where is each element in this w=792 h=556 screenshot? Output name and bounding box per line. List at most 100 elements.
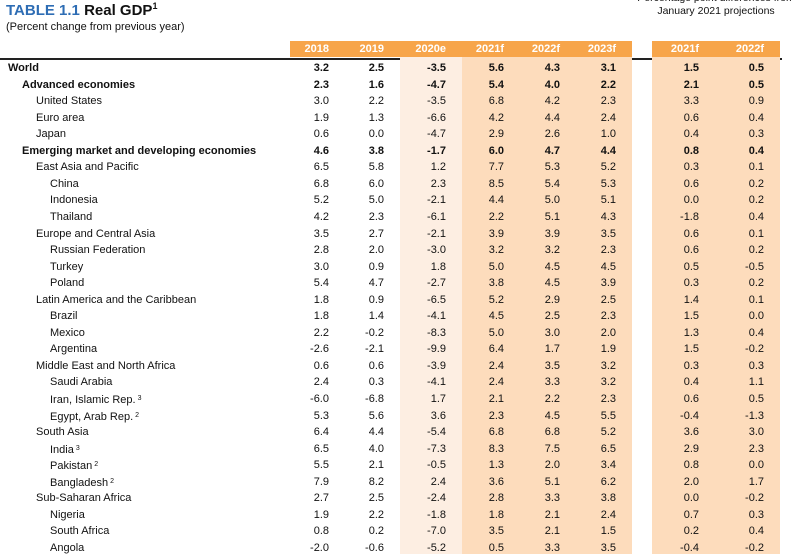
column-header: 2021f (652, 41, 715, 57)
row-label-text: Europe and Central Asia (36, 227, 156, 240)
cell-value: 1.9 (600, 343, 616, 356)
column-header: 2022f (520, 41, 576, 57)
cell-value: -6.0 (310, 393, 329, 405)
row-label: Euro area (36, 110, 84, 126)
cell-value: -0.4 (680, 409, 699, 422)
cell-value: -2.7 (427, 277, 446, 290)
cell-value: 2.5 (368, 492, 384, 505)
cell-value: 0.8 (313, 525, 329, 538)
cell-value: -6.1 (427, 210, 446, 223)
cell-value: 3.8 (600, 492, 616, 505)
cell-value: 2.3 (748, 442, 764, 455)
cell-value: 0.5 (748, 78, 764, 91)
title-note: 1 (152, 1, 158, 11)
row-label: Pakistan 2 (50, 457, 98, 474)
row-label-text: Indonesia (50, 194, 98, 207)
cell-value: -3.5 (427, 62, 446, 74)
row-label: Russian Federation (50, 242, 145, 258)
row-label-text: Iran, Islamic Rep. (50, 394, 136, 406)
row-label-text: India (50, 443, 74, 456)
cell-value: 1.3 (368, 111, 384, 124)
cell-value: 3.5 (313, 227, 329, 240)
cell-value: 8.2 (368, 475, 384, 488)
cell-value: -0.2 (745, 343, 764, 356)
cell-value: 4.5 (544, 409, 560, 422)
cell-value: -4.1 (427, 376, 446, 389)
cell-value: -2.0 (310, 541, 329, 554)
cell-value: 2.3 (368, 210, 384, 223)
row-label-text: Pakistan (50, 460, 93, 473)
row-label: China (50, 176, 79, 192)
row-note: 3 (137, 395, 142, 402)
cell-value: 0.3 (683, 277, 699, 290)
cell-value: 5.4 (488, 78, 504, 91)
cell-value: 0.2 (368, 525, 384, 538)
cell-value: 2.2 (313, 326, 329, 339)
cell-value: 5.1 (600, 194, 616, 207)
cell-value: 2.6 (544, 128, 560, 141)
cell-value: 5.0 (368, 194, 384, 207)
cell-value: 2.0 (368, 244, 384, 257)
row-label-text: Angola (50, 541, 85, 554)
cell-value: 6.8 (488, 95, 504, 108)
cell-value: 3.6 (488, 475, 504, 488)
cell-value: -9.9 (427, 343, 446, 356)
cell-value: 5.0 (488, 326, 504, 339)
cell-value: 4.0 (544, 78, 560, 91)
cell-value: 3.0 (544, 326, 560, 339)
cell-value: 8.3 (488, 442, 504, 455)
cell-value: 5.4 (313, 277, 329, 290)
cell-value: 2.2 (544, 393, 560, 405)
cell-value: 0.2 (748, 277, 764, 290)
header-rule (0, 58, 782, 60)
cell-value: -2.1 (365, 343, 384, 356)
cell-value: 0.3 (683, 161, 699, 174)
cell-value: -4.1 (427, 310, 446, 323)
cell-value: 0.4 (748, 111, 764, 124)
column-shade (715, 57, 780, 554)
cell-value: -2.1 (427, 227, 446, 240)
cell-value: 1.8 (313, 310, 329, 323)
column-shade (652, 57, 715, 554)
cell-value: 0.2 (683, 525, 699, 538)
row-label-text: South Asia (36, 426, 89, 439)
cell-value: 0.4 (748, 144, 764, 157)
cell-value: 4.7 (368, 277, 384, 290)
cell-value: 1.9 (313, 111, 329, 124)
cell-value: 3.5 (544, 359, 560, 372)
cell-value: 0.1 (748, 161, 764, 174)
row-label: Argentina (50, 341, 97, 357)
cell-value: 1.0 (600, 128, 616, 141)
cell-value: -3.5 (427, 95, 446, 108)
cell-value: 2.2 (368, 95, 384, 108)
cell-value: 2.9 (683, 442, 699, 455)
row-label-text: Russian Federation (50, 244, 146, 257)
row-label: Brazil (50, 308, 78, 324)
row-label: Mexico (50, 325, 85, 341)
cell-value: 2.0 (544, 459, 560, 472)
cell-value: 3.3 (544, 376, 560, 389)
cell-value: 2.2 (368, 508, 384, 521)
row-label: World (8, 60, 39, 76)
cell-value: 2.3 (600, 310, 616, 323)
cell-value: 0.4 (748, 210, 764, 223)
cell-value: 4.2 (544, 95, 560, 108)
cell-value: 2.2 (600, 78, 616, 91)
cell-value: 4.5 (600, 260, 616, 273)
row-label-text: Sub-Saharan Africa (36, 492, 132, 505)
cell-value: 5.5 (313, 459, 329, 472)
cell-value: 4.3 (600, 210, 616, 223)
cell-value: 2.9 (544, 293, 560, 306)
cell-value: 0.8 (683, 459, 699, 472)
row-label-text: Latin America and the Caribbean (36, 293, 197, 306)
cell-value: 0.5 (488, 541, 504, 554)
row-label: Turkey (50, 259, 83, 275)
cell-value: 2.0 (683, 475, 699, 488)
cell-value: 0.3 (748, 128, 764, 141)
column-header: 2019 (345, 41, 400, 57)
cell-value: -7.3 (427, 442, 446, 455)
cell-value: 2.4 (600, 508, 616, 521)
column-header: 2023f (576, 41, 632, 57)
cell-value: 0.5 (748, 393, 764, 405)
cell-value: 0.0 (748, 459, 764, 472)
